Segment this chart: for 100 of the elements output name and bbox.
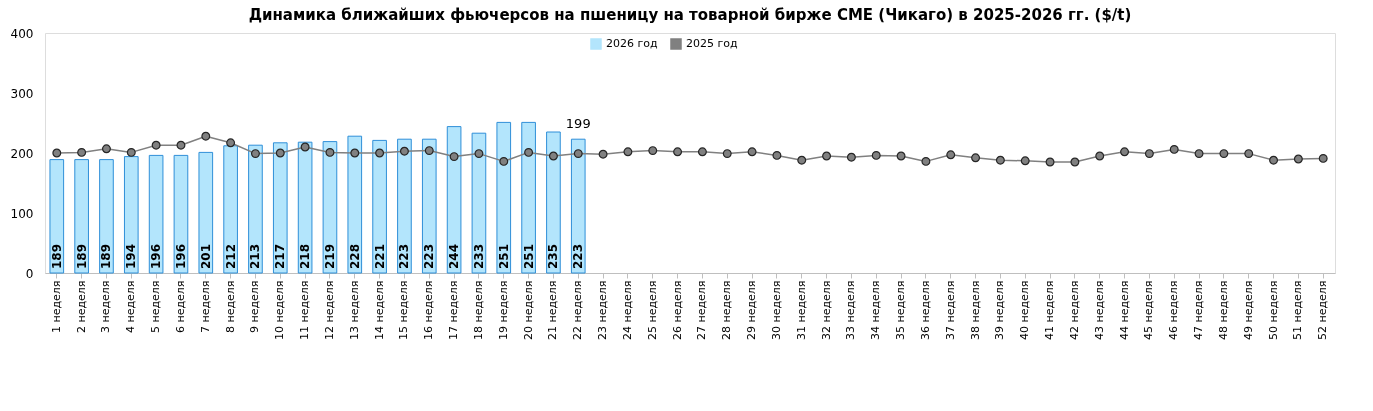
chart-title: Динамика ближайших фьючерсов на пшеницу на товарной бирже CME (Чикаго) в 2025-2026 гг. ($/t) [248, 6, 1132, 24]
x-tick-label: 28 неделя [720, 280, 734, 340]
data-label: 212 [223, 243, 238, 269]
x-tick-label: 7 неделя [198, 280, 212, 333]
point [1045, 157, 1055, 167]
point [722, 149, 732, 159]
x-tick-label: 37 неделя [943, 280, 957, 340]
point [797, 155, 807, 165]
x-tick-label: 23 неделя [596, 280, 610, 340]
data-label: 194 [124, 243, 139, 269]
x-tick-label: 36 неделя [918, 280, 932, 340]
point [1144, 149, 1154, 159]
point [946, 150, 956, 160]
point [822, 151, 832, 161]
point [1020, 156, 1030, 166]
data-label: 244 [447, 243, 462, 269]
x-tick-label: 15 неделя [397, 280, 411, 340]
y-tick-label: 200 [10, 146, 34, 161]
point [846, 152, 856, 162]
x-tick-label: 16 неделя [422, 280, 436, 340]
x-tick-label: 20 неделя [521, 280, 535, 340]
point [499, 156, 509, 166]
x-tick-label: 22 неделя [571, 280, 585, 340]
data-label: 235 [546, 243, 561, 269]
bar [173, 154, 189, 274]
point [399, 146, 409, 156]
x-tick-label: 26 неделя [670, 280, 684, 340]
x-tick-label: 6 неделя [173, 280, 187, 333]
point [598, 149, 608, 159]
x-tick-label: 44 неделя [1117, 280, 1131, 340]
bar [347, 135, 363, 274]
x-tick-label: 19 неделя [496, 280, 510, 340]
data-label: 219 [322, 243, 337, 269]
x-tick-label: 14 неделя [372, 280, 386, 340]
point [375, 148, 385, 158]
bar [248, 144, 263, 274]
bar [521, 121, 536, 274]
x-tick-label: 21 неделя [546, 280, 560, 340]
point [673, 147, 683, 157]
x-tick-label: 34 неделя [869, 280, 883, 340]
point [101, 144, 111, 154]
x-tick-label: 25 неделя [645, 280, 659, 340]
x-tick-label: 8 неделя [223, 280, 237, 333]
data-label: 218 [298, 243, 313, 269]
point [350, 148, 360, 158]
x-tick-label: 3 неделя [99, 280, 113, 333]
bar [49, 159, 65, 274]
point [573, 149, 583, 159]
x-tick-label: 46 неделя [1167, 280, 1181, 340]
data-label: 221 [372, 243, 387, 269]
data-label: 223 [422, 243, 437, 269]
point [250, 149, 260, 159]
point [1269, 155, 1279, 165]
point [1194, 149, 1204, 159]
data-label: 223 [397, 243, 412, 269]
x-tick-label: 31 неделя [794, 280, 808, 340]
point [1293, 154, 1303, 164]
x-tick-label: 40 неделя [1018, 280, 1032, 340]
point [77, 147, 87, 157]
x-tick-label: 33 неделя [844, 280, 858, 340]
point [275, 148, 285, 158]
x-tick-label: 41 неделя [1043, 280, 1057, 340]
point [151, 140, 161, 150]
point [1244, 149, 1254, 159]
x-tick-label: 17 неделя [447, 280, 461, 340]
data-label: 189 [99, 243, 114, 269]
x-tick-label: 11 неделя [298, 280, 312, 340]
point [201, 131, 211, 141]
bar [421, 138, 437, 274]
point [697, 147, 707, 157]
x-tick-label: 48 неделя [1216, 280, 1230, 340]
x-tick-label: 29 неделя [745, 280, 759, 340]
x-tick-label: 52 неделя [1316, 280, 1330, 340]
point [648, 146, 658, 156]
x-tick-label: 27 неделя [695, 280, 709, 340]
data-label: 199 [565, 115, 591, 131]
point [1318, 153, 1328, 163]
point [971, 153, 981, 163]
bar [198, 151, 214, 274]
point [995, 155, 1005, 165]
y-tick-label: 400 [10, 26, 34, 41]
data-label: 201 [198, 243, 213, 269]
x-tick-label: 18 неделя [471, 280, 485, 340]
bar [471, 132, 487, 274]
point [896, 151, 906, 161]
point [424, 146, 434, 156]
point [176, 140, 186, 150]
point [300, 142, 310, 152]
data-label: 223 [571, 243, 586, 269]
x-tick-label: 4 неделя [124, 280, 138, 333]
point [1070, 157, 1080, 167]
data-label: 213 [248, 243, 263, 269]
bar [546, 131, 561, 274]
x-tick-label: 39 неделя [993, 280, 1007, 340]
point [1169, 144, 1179, 154]
data-label: 196 [173, 243, 188, 269]
x-tick-label: 38 неделя [968, 280, 982, 340]
data-label: 228 [347, 243, 362, 269]
x-tick-label: 2 неделя [74, 280, 88, 333]
x-tick-label: 42 неделя [1067, 280, 1081, 340]
